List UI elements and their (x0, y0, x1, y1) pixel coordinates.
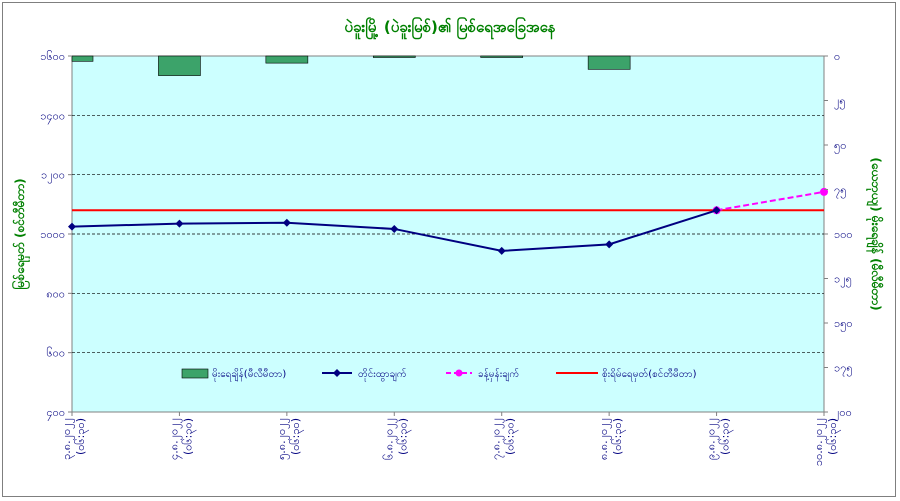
x-tick-date-2: ၅.၈.၂၀၂၂ (275, 418, 290, 460)
x-tick-label-7: ၁၀.၈.၂၀၂၂ (၀၆:၃၀) (812, 418, 841, 466)
y-axis-label-left: မြစ်ရေမှတ် (စင်တီမီတာ) (10, 178, 31, 289)
x-tick-time-2: (၀၆:၃၀) (289, 418, 304, 455)
y-axis-label-right: (ယေဘုယျ) မိုးရေချိန် (မီလီမီတာ) (865, 157, 885, 310)
x-tick-time-4: (၀၆:၃၀) (504, 418, 519, 455)
left-tick-label-3: ၁၀၀၀ (40, 228, 65, 241)
x-tick-time-3: (၀၆:၃၀) (396, 418, 411, 455)
left-axis-ticks: ၄၀၀ ၆၀၀ ၈၀၀ ၁၀၀၀ ၁၂၀၀ ၁၄၀၀ ၁၆၀၀ (40, 50, 72, 421)
x-tick-label-6: ၉.၈.၂၀၂၂ (၀၆:၃၀) (705, 418, 734, 460)
x-tick-date-1: ၄.၈.၂၀၂၂ (167, 418, 182, 460)
observed-point-1 (175, 219, 184, 228)
x-tick-date-4: ၇.၈.၂၀၂၂ (490, 418, 505, 460)
right-tick-label-3: ၇၅ (834, 184, 846, 199)
rainfall-bar-2 (265, 55, 309, 64)
x-tick-label-0: ၃.၈.၂၀၂၂ (၀၆:၃၀) (60, 418, 89, 460)
rainfall-bar-4 (480, 55, 524, 58)
x-tick-label-1: ၄.၈.၂၀၂၂ (၀၆:၃၀) (167, 418, 196, 460)
observed-point-6 (712, 206, 721, 215)
rainfall-bar-3 (372, 55, 416, 58)
legend: မိုးရေချိန်(မီလီမီတာ) တိုင်းထွာချက် ခန့်… (181, 367, 697, 382)
legend-label-observed: တိုင်းထွာချက် (358, 367, 407, 382)
right-tick-label-8: ၂၀၀ (834, 406, 852, 421)
series-lines (68, 187, 828, 255)
observed-point-2 (282, 218, 291, 227)
x-tick-time-0: (၀၆:၃၀) (74, 418, 89, 455)
legend-label-rainfall: မိုးရေချိန်(မီလီမီတာ) (212, 367, 286, 382)
x-tick-label-4: ၇.၈.၂၀၂၂ (၀၆:၃၀) (490, 418, 519, 460)
x-tick-label-5: ၈.၈.၂၀၂၂ (၀၆:၃၀) (597, 418, 626, 460)
observed-point-4 (497, 246, 506, 255)
observed-point-5 (605, 240, 614, 249)
legend-swatch-rainfall (181, 368, 209, 379)
left-tick-label-2: ၈၀၀ (46, 287, 65, 300)
gridlines (72, 114, 824, 354)
x-tick-date-3: ၆.၈.၂၀၂၂ (382, 418, 397, 460)
x-tick-time-6: (၀၆:၃၀) (719, 418, 734, 455)
x-tick-date-5: ၈.၈.၂၀၂၂ (597, 418, 612, 460)
legend-marker-forecast (455, 369, 463, 377)
observed-point-3 (390, 224, 399, 233)
legend-label-danger: စိုးရိမ်ရေမှတ်(စင်တီမီတာ) (602, 367, 697, 382)
x-tick-date-7: ၁၀.၈.၂၀၂၂ (812, 418, 827, 466)
x-tick-time-7: (၀၆:၃၀) (826, 418, 841, 455)
rainfall-bar-5 (587, 55, 631, 70)
rainfall-bars (71, 55, 631, 76)
x-tick-date-0: ၃.၈.၂၀၂၂ (60, 418, 75, 460)
right-tick-label-0: ၀ (834, 50, 840, 63)
left-tick-label-5: ၁၄၀၀ (40, 109, 65, 124)
legend-label-forecast: ခန့်မှန်းချက် (478, 367, 519, 382)
right-tick-label-2: ၅၀ (834, 139, 846, 154)
right-tick-label-7: ၁၇၅ (834, 362, 853, 377)
left-tick-label-4: ၁၂၀၀ (41, 169, 65, 184)
right-tick-label-6: ၁၅၀ (834, 317, 853, 332)
left-tick-label-0: ၄၀၀ (46, 406, 65, 421)
right-tick-label-1: ၂၅ (834, 95, 846, 110)
x-tick-label-2: ၅.၈.၂၀၂၂ (၀၆:၃၀) (275, 418, 304, 460)
left-tick-label-6: ၁၆၀၀ (40, 50, 65, 63)
x-tick-date-6: ၉.၈.၂၀၂၂ (705, 418, 720, 460)
forecast-line (716, 190, 825, 212)
right-tick-label-5: ၁၂၅ (834, 273, 852, 288)
observed-point-0 (68, 222, 76, 231)
chart-title: ပဲခူးမြို့ (ပဲခူးမြစ်)၏ မြစ်ရေအခြေအနေ (344, 16, 555, 40)
rainfall-bar-1 (158, 55, 201, 76)
x-axis-ticks: ၃.၈.၂၀၂၂ (၀၆:၃၀) ၄.၈.၂၀၂၂ (၀၆:၃၀) ၅.၈.၂၀၂၂ (၀… (60, 412, 841, 466)
x-tick-time-5: (၀၆:၃၀) (611, 418, 626, 455)
left-tick-label-1: ၆၀၀ (46, 347, 65, 360)
x-tick-label-3: ၆.၈.၂၀၂၂ (၀၆:၃၀) (382, 418, 411, 460)
legend-marker-observed (333, 369, 341, 377)
rainfall-bar-0 (71, 55, 94, 62)
right-tick-label-4: ၁၀၀ (834, 228, 853, 241)
x-tick-time-1: (၀၆:၃၀) (181, 418, 196, 455)
